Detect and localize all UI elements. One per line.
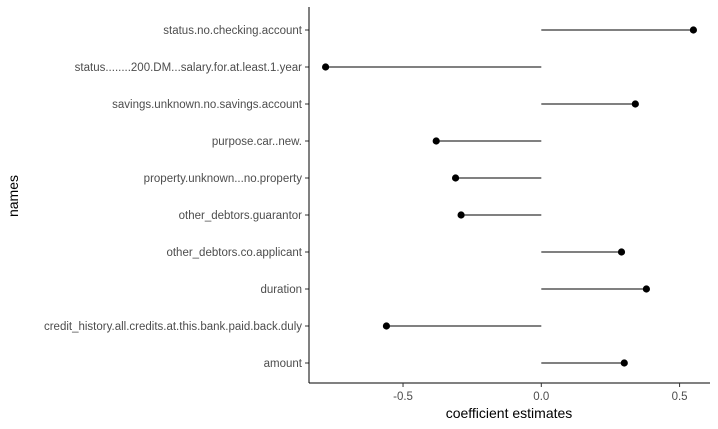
x-axis-title: coefficient estimates: [446, 405, 573, 421]
data-point: [432, 137, 440, 145]
y-tick-label: other_debtors.guarantor: [179, 210, 303, 222]
stems: [325, 29, 694, 364]
y-tick-marks: [305, 29, 309, 364]
y-axis-title: names: [5, 175, 21, 217]
y-tick-label: duration: [260, 284, 302, 296]
data-point: [689, 26, 698, 34]
y-tick-label: amount: [264, 358, 303, 370]
y-tick-labels: status.no.checking.account status........…: [44, 25, 303, 370]
x-tick-labels: -0.5 0.0 0.5: [393, 391, 687, 403]
data-point: [382, 322, 391, 330]
x-tick-label: 0.5: [672, 391, 688, 403]
y-tick-label: savings.unknown.no.savings.account: [112, 99, 303, 111]
y-tick-label: other_debtors.co.applicant: [166, 247, 302, 259]
points: [321, 26, 698, 367]
y-tick-label: purpose.car..new.: [212, 136, 302, 148]
x-tick-label: -0.5: [393, 391, 413, 403]
x-tick-label: 0.0: [533, 391, 549, 403]
data-point: [642, 285, 650, 293]
data-point: [631, 100, 639, 108]
data-point: [617, 248, 626, 256]
data-point: [457, 211, 465, 219]
y-tick-label: credit_history.all.credits.at.this.bank.…: [44, 321, 302, 333]
data-point: [321, 63, 330, 71]
x-tick-marks: [402, 383, 681, 387]
y-tick-label: status.no.checking.account: [163, 25, 303, 37]
data-point: [620, 359, 628, 367]
data-point: [451, 174, 460, 182]
y-tick-label: status........200.DM...salary.for.at.lea…: [75, 62, 302, 74]
y-tick-label: property.unknown...no.property: [144, 173, 303, 185]
